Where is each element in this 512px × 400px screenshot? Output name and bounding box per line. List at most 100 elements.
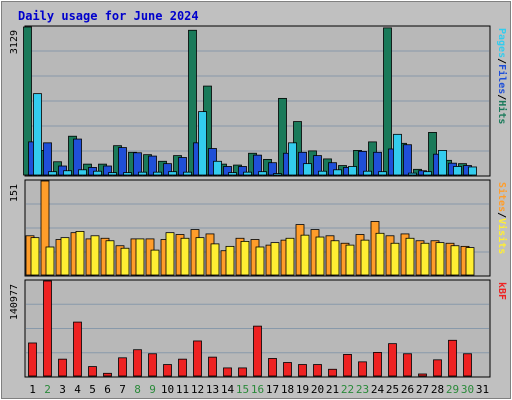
bar-kb-f-day-13 bbox=[208, 356, 217, 377]
bar-hits-day-25 bbox=[383, 27, 392, 176]
bar-visits-day-19 bbox=[300, 234, 310, 276]
y-max-label: 151 bbox=[9, 184, 20, 202]
bar-pages-day-20 bbox=[318, 170, 327, 176]
bar-pages-day-26 bbox=[408, 172, 417, 176]
bar-pages-day-15 bbox=[243, 171, 252, 176]
bar-visits-day-12 bbox=[195, 237, 205, 276]
x-tick-label-day-6: 6 bbox=[104, 383, 111, 396]
x-tick-label-day-5: 5 bbox=[89, 383, 96, 396]
bar-files-day-24 bbox=[373, 151, 382, 176]
bar-visits-day-14 bbox=[225, 245, 235, 276]
bar-visits-day-18 bbox=[285, 237, 295, 276]
bar-kb-f-day-6 bbox=[103, 372, 112, 377]
bar-kb-f-day-1 bbox=[28, 342, 37, 377]
bar-kb-f-day-25 bbox=[388, 343, 397, 377]
bar-visits-day-10 bbox=[165, 232, 175, 276]
panel-middle: 151 Sites/Visits bbox=[9, 179, 508, 277]
bar-visits-day-1 bbox=[30, 237, 40, 276]
bar-visits-day-11 bbox=[180, 237, 190, 276]
bar-visits-day-20 bbox=[315, 236, 325, 276]
bar-visits-day-25 bbox=[390, 242, 400, 276]
bar-kb-f-day-18 bbox=[283, 362, 292, 377]
bar-visits-day-24 bbox=[375, 232, 385, 276]
bar-kb-f-day-11 bbox=[178, 358, 187, 377]
bar-kb-f-day-4 bbox=[73, 321, 82, 377]
bar-pages-day-29 bbox=[453, 166, 462, 176]
x-tick-label-day-18: 18 bbox=[281, 383, 294, 396]
right-axis-label-part: Visits bbox=[496, 218, 508, 254]
panel-top: 3129 Pages/Files/Hits bbox=[9, 25, 508, 177]
bar-files-day-4 bbox=[73, 138, 82, 176]
x-tick-label-day-25: 25 bbox=[386, 383, 399, 396]
bar-files-day-7 bbox=[118, 147, 127, 176]
bar-pages-day-17 bbox=[273, 173, 282, 176]
bar-kb-f-day-7 bbox=[118, 357, 127, 377]
bar-visits-day-26 bbox=[405, 237, 415, 276]
bar-kb-f-day-21 bbox=[328, 368, 337, 377]
bar-kb-f-day-5 bbox=[88, 366, 97, 377]
bar-pages-day-6 bbox=[108, 172, 117, 176]
bar-visits-day-4 bbox=[75, 231, 85, 276]
bar-files-day-15 bbox=[238, 166, 247, 176]
bar-kb-f-day-23 bbox=[358, 361, 367, 377]
bar-files-day-20 bbox=[313, 155, 322, 176]
bar-pages-day-1 bbox=[33, 93, 42, 176]
right-axis-label: kBF bbox=[496, 282, 507, 300]
bar-files-day-10 bbox=[163, 163, 172, 176]
bar-kb-f-day-27 bbox=[418, 373, 427, 377]
right-axis-label-part: Pages bbox=[496, 28, 507, 58]
x-tick-label-day-3: 3 bbox=[59, 383, 66, 396]
x-axis-labels: 1 2 3 4 5 6 7 8 9 10 11 12 13 14 15 16 17 18 19 20 21 22 23 24 2… bbox=[29, 383, 489, 396]
bar-pages-day-8 bbox=[138, 171, 147, 176]
bar-files-day-26 bbox=[403, 144, 412, 176]
right-axis-label: Pages/Files/Hits bbox=[496, 28, 508, 124]
bar-pages-day-4 bbox=[78, 169, 87, 176]
bar-files-day-9 bbox=[148, 155, 157, 176]
bar-pages-day-18 bbox=[288, 142, 297, 176]
bar-files-day-6 bbox=[103, 165, 112, 176]
bar-pages-day-5 bbox=[93, 170, 102, 176]
bar-visits-day-22 bbox=[345, 244, 355, 276]
bar-kb-f-day-12 bbox=[193, 340, 202, 377]
bar-pages-day-22 bbox=[348, 166, 357, 176]
bar-visits-day-30 bbox=[465, 247, 475, 276]
x-tick-label-day-17: 17 bbox=[266, 383, 279, 396]
right-axis-label-part: F bbox=[496, 294, 507, 300]
bar-visits-day-6 bbox=[105, 240, 115, 276]
right-axis-label-part: / bbox=[496, 94, 507, 100]
bar-visits-day-23 bbox=[360, 239, 370, 276]
right-axis-label-part: Sites bbox=[496, 182, 508, 212]
bar-kb-f-day-15 bbox=[238, 367, 247, 377]
bar-visits-day-5 bbox=[90, 235, 100, 276]
bar-kb-f-day-29 bbox=[448, 339, 457, 377]
right-axis-label: Sites/Visits bbox=[496, 182, 508, 254]
y-max-label: 3129 bbox=[9, 30, 20, 54]
chart-title: Daily usage for June 2024 bbox=[18, 9, 199, 23]
bar-pages-day-9 bbox=[153, 171, 162, 176]
bar-pages-day-13 bbox=[213, 160, 222, 176]
bar-hits-day-1 bbox=[23, 26, 32, 176]
x-tick-label-day-8: 8 bbox=[134, 383, 141, 396]
panel-bottom: 140977 kBF bbox=[9, 279, 507, 378]
bar-visits-day-2 bbox=[45, 246, 55, 276]
bar-kb-f-day-3 bbox=[58, 358, 67, 377]
bar-pages-day-23 bbox=[363, 170, 372, 176]
bar-kb-f-day-28 bbox=[433, 359, 442, 377]
bar-visits-day-29 bbox=[450, 245, 460, 276]
bar-hits-day-18 bbox=[278, 97, 287, 176]
x-tick-label-day-2: 2 bbox=[44, 383, 51, 396]
right-axis-label-part: / bbox=[496, 58, 507, 64]
bar-visits-day-28 bbox=[435, 242, 445, 276]
bar-pages-day-12 bbox=[198, 111, 207, 176]
bar-kb-f-day-14 bbox=[223, 367, 232, 377]
bar-visits-day-21 bbox=[330, 240, 340, 276]
bar-pages-day-14 bbox=[228, 172, 237, 176]
right-axis-label-part: / bbox=[496, 212, 507, 218]
bar-hits-day-12 bbox=[188, 29, 197, 176]
bar-files-day-17 bbox=[268, 162, 277, 176]
bar-visits-day-9 bbox=[150, 249, 160, 276]
bar-pages-day-27 bbox=[423, 171, 432, 176]
